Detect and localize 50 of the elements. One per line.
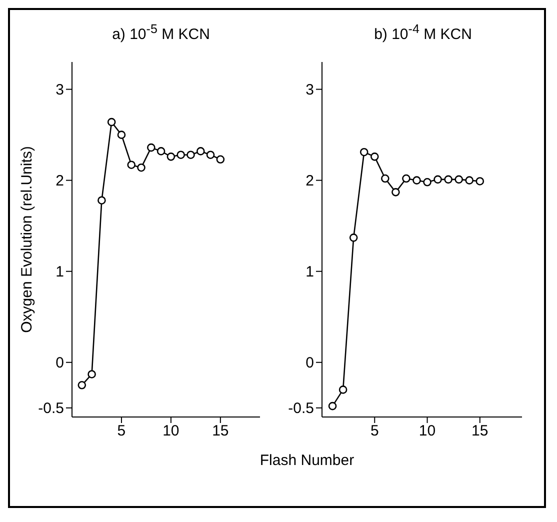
point — [206, 150, 215, 159]
point — [370, 152, 379, 161]
y-tick-label: 3 — [56, 82, 64, 99]
y-tick-label: 0 — [56, 354, 64, 372]
point — [381, 174, 390, 183]
x-axis-title: Flash Number — [258, 452, 356, 469]
point — [349, 234, 358, 242]
point — [402, 174, 410, 183]
y-tick-label: 2 — [306, 172, 314, 190]
point — [476, 177, 484, 186]
point — [360, 148, 368, 156]
y-tick-label: -0.5 — [38, 400, 64, 418]
point — [186, 150, 195, 159]
chart-title: b) 10$^{-4}$ M KCN — [373, 22, 473, 45]
point — [434, 175, 442, 184]
x-tick-label: 5 — [370, 422, 379, 440]
point — [216, 155, 225, 164]
y-tick-label: 0 — [306, 354, 314, 372]
point — [328, 402, 337, 410]
point — [78, 380, 86, 390]
point — [465, 176, 474, 184]
x-tick-label: 5 — [117, 422, 126, 440]
point — [454, 175, 463, 184]
point — [412, 176, 421, 184]
y-tick-label: -0.5 — [288, 400, 314, 418]
x-tick-label: 10 — [418, 422, 436, 440]
y-axis-title: Oxygen Evolution (rel.Units) — [18, 146, 36, 333]
point — [166, 152, 176, 161]
point — [88, 370, 96, 378]
point — [147, 143, 156, 152]
y-tick-label: 3 — [306, 82, 314, 99]
point — [338, 386, 348, 394]
chart-title: a) 10$^{-5}$ M KCN — [111, 22, 211, 45]
x-tick-label: 10 — [162, 422, 180, 440]
point — [117, 130, 126, 139]
x-tick-label: 15 — [472, 422, 488, 440]
point — [423, 178, 432, 186]
y-tick-label: 1 — [306, 264, 314, 281]
y-tick-label: 1 — [56, 264, 64, 281]
point — [127, 160, 136, 170]
y-tick-label: 2 — [56, 172, 64, 190]
x-tick-label: 15 — [212, 422, 229, 440]
point — [444, 175, 452, 184]
point — [156, 147, 166, 156]
point — [137, 163, 146, 172]
point — [176, 150, 185, 159]
point — [98, 196, 106, 205]
point — [392, 188, 400, 196]
point — [107, 118, 116, 126]
point — [196, 147, 205, 156]
